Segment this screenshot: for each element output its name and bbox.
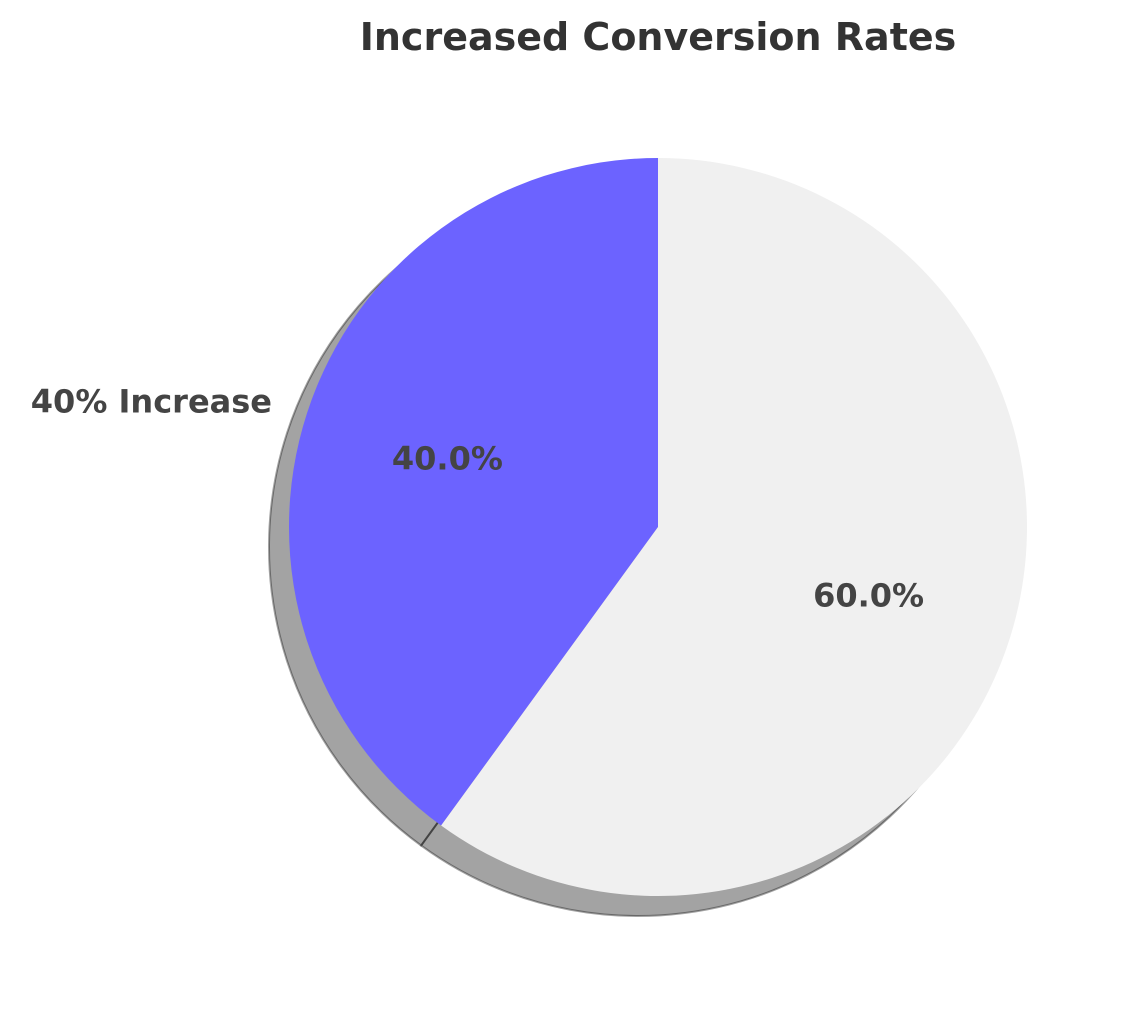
chart-title: Increased Conversion Rates (360, 15, 957, 59)
pie-slices (288, 157, 1027, 896)
pie-slice (441, 158, 1027, 896)
slice-category-label: 40% Increase (31, 383, 272, 421)
pie-labels: 40% Increase 40.0% 60.0% (31, 383, 924, 615)
slice-percent-label: 40.0% (392, 440, 503, 478)
pie-slice (288, 157, 658, 826)
slice-percent-label: 60.0% (813, 576, 924, 614)
